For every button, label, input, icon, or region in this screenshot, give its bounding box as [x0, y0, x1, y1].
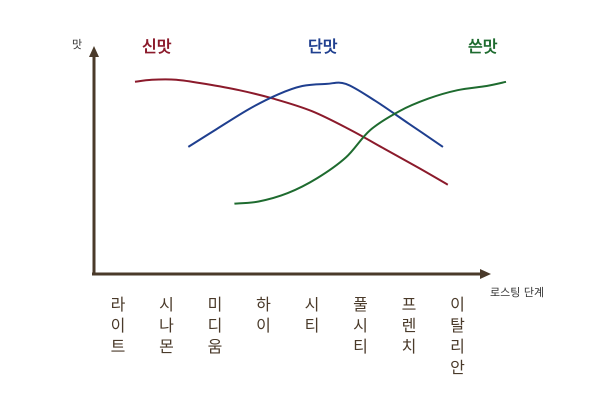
axes — [89, 46, 491, 279]
series-labels: 신맛 단맛 쓴맛 — [142, 37, 498, 56]
series-line-2 — [234, 80, 507, 205]
y-axis-label: 맛 — [72, 38, 82, 51]
series-label-1: 단맛 — [308, 37, 338, 56]
x-axis-arrow — [480, 269, 491, 279]
series-line-1 — [187, 81, 444, 148]
series-layer — [134, 78, 507, 205]
series-label-2: 쓴맛 — [468, 37, 498, 56]
y-axis-arrow — [89, 46, 99, 57]
x-axis-label: 로스팅 단계 — [490, 286, 544, 299]
series-label-0: 신맛 — [142, 37, 172, 56]
series-line-0 — [134, 78, 449, 186]
x-tick-labels: 라 이 트 시 나 몬 미 디 움 하 이 시 티 풀 시 티 프 렌 치 이 탈 리 안 — [111, 295, 466, 377]
